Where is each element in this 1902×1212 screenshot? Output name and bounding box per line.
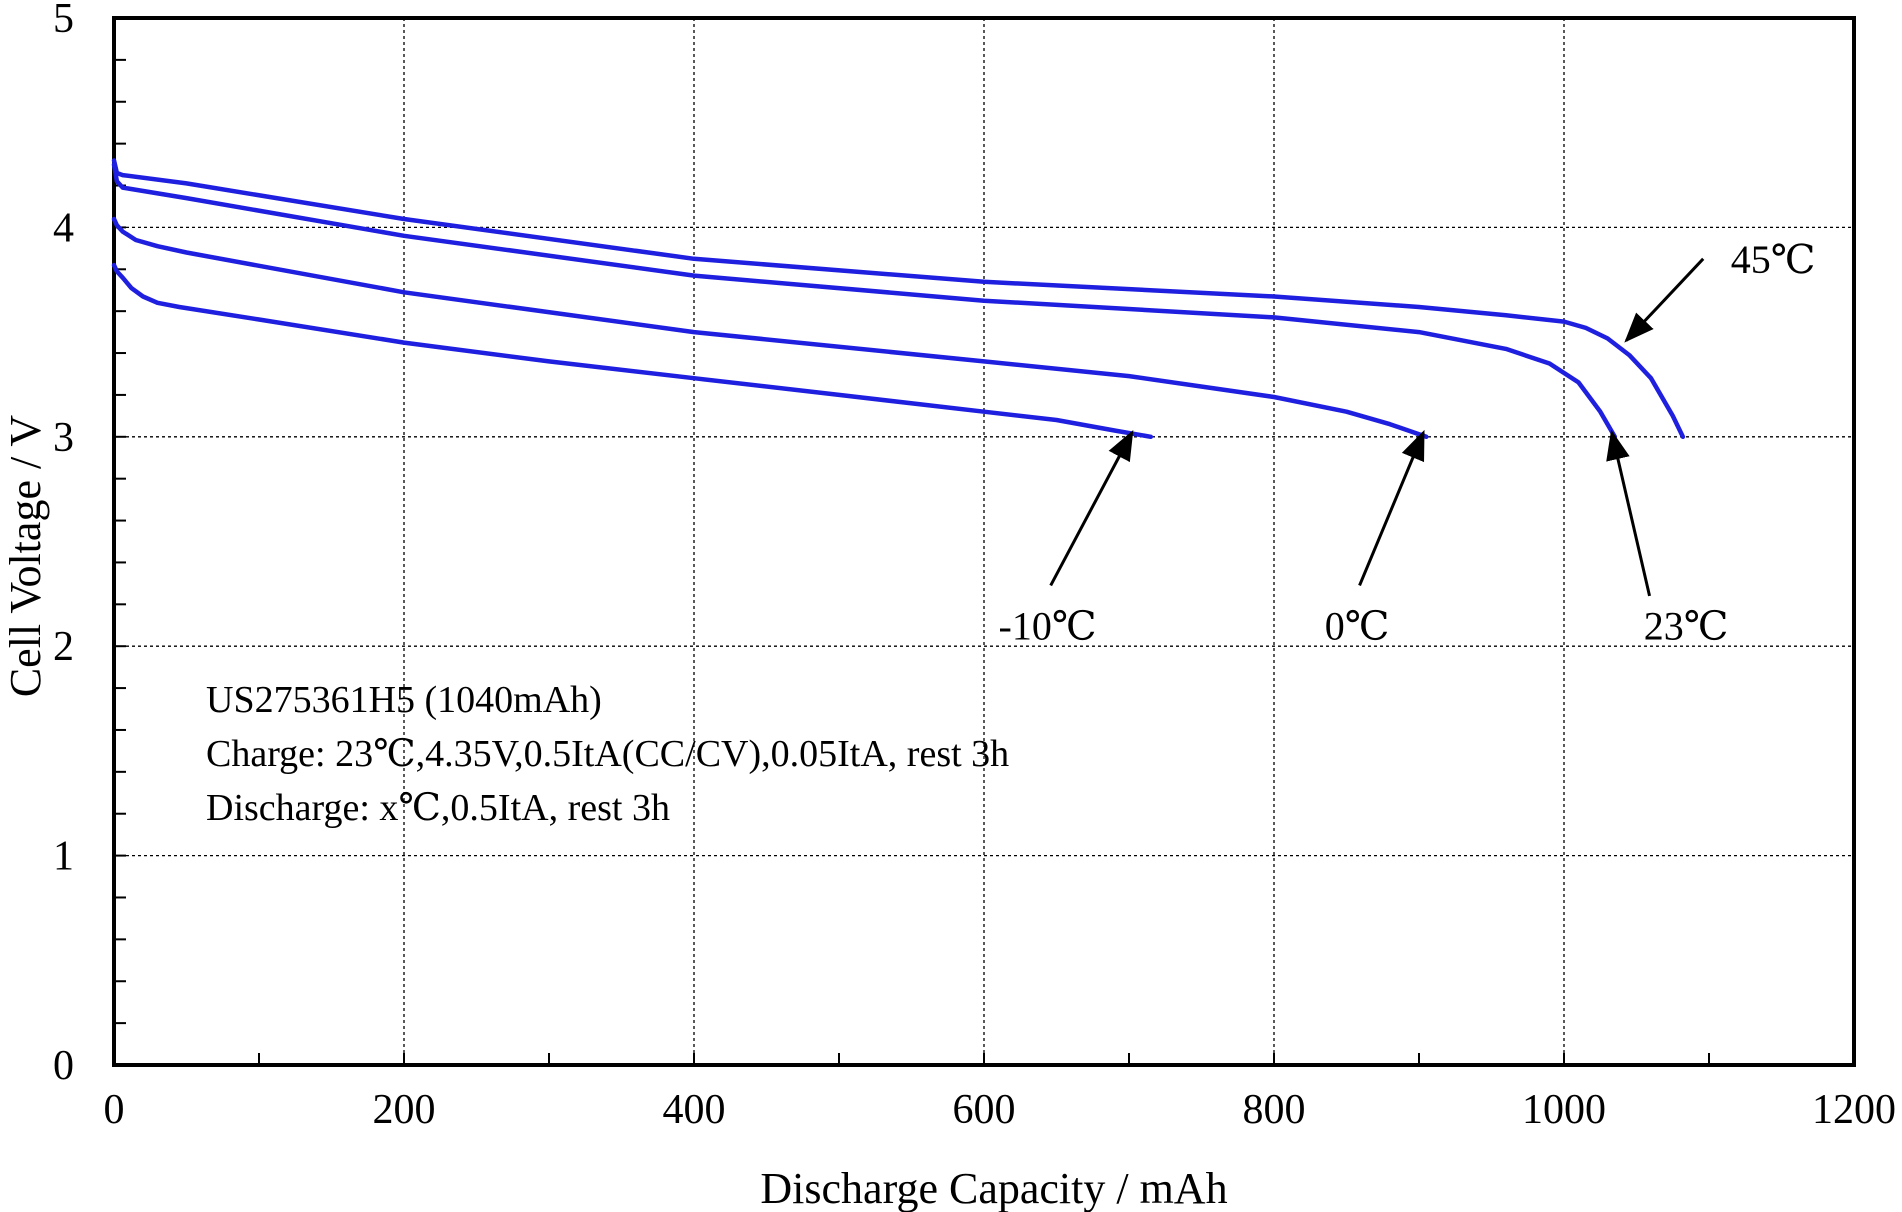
series-line-3 xyxy=(114,265,1151,437)
y-tick-labels: 0 1 2 3 4 5 xyxy=(53,0,74,1089)
x-tick-label-400: 400 xyxy=(663,1087,726,1133)
x-tick-label-800: 800 xyxy=(1243,1087,1306,1133)
y-tick-label-0: 0 xyxy=(53,1043,74,1089)
annotation-arrow-2 xyxy=(1360,433,1424,586)
annotation-label-0: 45℃ xyxy=(1731,237,1816,282)
x-tick-label-600: 600 xyxy=(953,1087,1016,1133)
annotation-label-3: -10℃ xyxy=(999,603,1097,648)
annotations: 45℃ 23℃ 0℃ -10℃ xyxy=(999,237,1816,648)
x-axis-label: Discharge Capacity / mAh xyxy=(760,1164,1227,1212)
annotation-label-2: 0℃ xyxy=(1325,603,1390,648)
annotation-arrow-1 xyxy=(1612,433,1650,596)
y-tick-label-3: 3 xyxy=(53,415,74,461)
x-tick-label-0: 0 xyxy=(104,1087,125,1133)
y-tick-label-2: 2 xyxy=(53,624,74,670)
note-discharge: Discharge: x℃,0.5ItA, rest 3h xyxy=(206,787,670,829)
y-axis-label: Cell Voltage / V xyxy=(1,415,50,698)
annotation-arrow-3 xyxy=(1051,433,1132,586)
x-tick-labels: 0 200 400 600 800 1000 1200 xyxy=(104,1087,1897,1133)
series-lines xyxy=(114,160,1683,436)
x-tick-label-1000: 1000 xyxy=(1522,1087,1606,1133)
series-line-0 xyxy=(114,160,1683,436)
x-tick-label-1200: 1200 xyxy=(1812,1087,1896,1133)
y-tick-label-5: 5 xyxy=(53,0,74,42)
annotation-arrow-0 xyxy=(1626,259,1703,341)
y-tick-label-1: 1 xyxy=(53,834,74,880)
annotation-label-1: 23℃ xyxy=(1644,603,1729,648)
note-model: US275361H5 (1040mAh) xyxy=(206,679,602,721)
grid-lines xyxy=(114,18,1854,1065)
note-charge: Charge: 23℃,4.35V,0.5ItA(CC/CV),0.05ItA,… xyxy=(206,733,1009,775)
x-tick-label-200: 200 xyxy=(373,1087,436,1133)
chart-notes: US275361H5 (1040mAh) Charge: 23℃,4.35V,0… xyxy=(206,679,1009,829)
y-tick-label-4: 4 xyxy=(53,205,74,251)
